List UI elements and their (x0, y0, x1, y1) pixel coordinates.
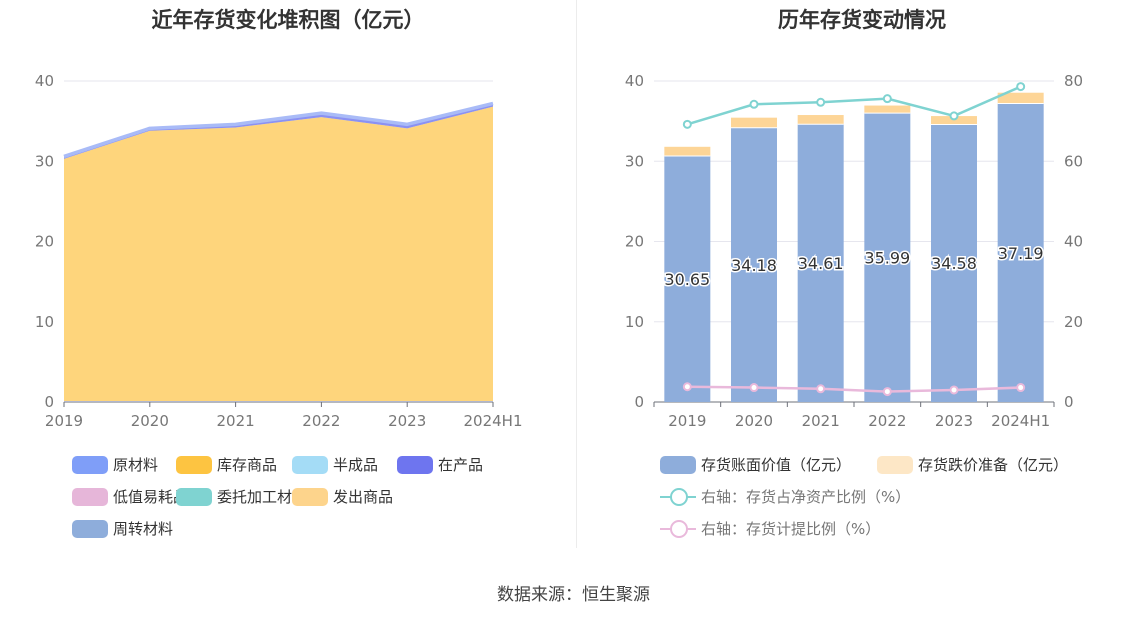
bar-book-value (664, 156, 711, 402)
x-tick-label: 2021 (217, 412, 255, 430)
line-series (686, 85, 1022, 126)
bar-value-label: 34.18 (731, 256, 777, 275)
y2-tick-label: 60 (1064, 152, 1083, 170)
x-tick-label: 2022 (868, 412, 906, 430)
legend-label: 右轴：存货占净资产比例（%） (701, 488, 911, 506)
bar-value-label-halo: 30.65 (664, 270, 710, 289)
panel-divider (576, 0, 577, 548)
line-point (682, 119, 692, 129)
legend-swatch (877, 456, 913, 474)
legend-label: 低值易耗品 (113, 488, 189, 506)
bar-value-label: 30.65 (664, 270, 710, 289)
legend-label: 半成品 (333, 456, 379, 474)
y-tick-label: 40 (625, 72, 644, 90)
legend-swatch (72, 488, 108, 506)
legend-label: 周转材料 (113, 520, 174, 538)
legend-marker (670, 488, 688, 506)
bar-value-label-halo: 34.58 (931, 254, 977, 273)
legend-label: 存货跌价准备（亿元） (918, 456, 1069, 474)
x-tick-label: 2021 (802, 412, 840, 430)
legend-label: 在产品 (438, 456, 484, 474)
bar-book-value (997, 103, 1044, 403)
line-point (816, 384, 826, 394)
bar-book-value (864, 113, 911, 403)
x-tick-label: 2024H1 (991, 412, 1050, 430)
y-tick-label: 0 (44, 393, 54, 411)
x-tick-label: 2020 (735, 412, 773, 430)
legend-swatch (176, 488, 212, 506)
legend-swatch (292, 456, 328, 474)
bar-impairment (997, 92, 1044, 104)
bar-book-value (931, 124, 977, 403)
x-tick-label: 2024H1 (464, 412, 523, 430)
right-chart-panel: 历年存货变动情况 0 10 20 30 40 0 20 40 60 80 2019 2020 2021 2… (577, 0, 1147, 548)
line-point (949, 385, 959, 395)
bar-value-label-halo: 37.19 (998, 244, 1044, 263)
legend-label: 委托加工材料 (217, 488, 308, 506)
y-tick-label: 20 (35, 233, 54, 251)
legend-swatch (176, 456, 212, 474)
bar-value-label: 37.19 (998, 244, 1044, 263)
line-point (1016, 82, 1026, 92)
bar-value-label-halo: 34.18 (731, 256, 777, 275)
legend-swatch (72, 520, 108, 538)
x-tick-label: 2019 (668, 412, 706, 430)
y2-tick-label: 20 (1064, 313, 1083, 331)
legend-swatch (660, 456, 696, 474)
y-tick-label: 30 (625, 152, 644, 170)
legend-label: 发出商品 (333, 488, 394, 506)
y-tick-label: 10 (35, 313, 54, 331)
line-point (882, 387, 892, 397)
left-chart-title: 近年存货变化堆积图（亿元） (151, 8, 425, 32)
line-point (682, 382, 692, 392)
left-chart-panel: 近年存货变化堆积图（亿元） 0 10 20 30 40 2019 2020 2021 2022 2… (0, 0, 576, 548)
legend-label: 右轴：存货计提比例（%） (701, 520, 881, 538)
stacked-area-chart: 0 10 20 30 40 2019 2020 2021 2022 2023 2024H1 (35, 72, 523, 430)
line-point (949, 111, 959, 121)
x-tick-label: 2023 (935, 412, 973, 430)
bar-impairment (864, 105, 911, 114)
y2-tick-label: 40 (1064, 233, 1083, 251)
bar-book-value (797, 124, 844, 402)
x-tick-label: 2019 (45, 412, 83, 430)
legend-swatch (292, 488, 328, 506)
line-point (749, 99, 759, 109)
bar-value-label: 35.99 (864, 249, 910, 268)
line-point (882, 94, 892, 104)
area-原材料 (64, 401, 493, 402)
bar-impairment (664, 146, 711, 157)
y-tick-label: 20 (625, 233, 644, 251)
line-series (687, 385, 1021, 393)
y-tick-label: 10 (625, 313, 644, 331)
stack-top-line (63, 101, 494, 159)
bar-book-value (731, 127, 777, 402)
bar-value-label-halo: 35.99 (864, 249, 910, 268)
legend-swatch (72, 456, 108, 474)
legend-label: 存货账面价值（亿元） (701, 456, 852, 474)
bar-impairment (731, 117, 777, 128)
right-chart-title: 历年存货变动情况 (778, 8, 946, 32)
y-tick-label: 30 (35, 152, 54, 170)
x-tick-label: 2022 (302, 412, 340, 430)
y2-tick-label: 80 (1064, 72, 1083, 90)
y2-tick-label: 0 (1064, 393, 1074, 411)
line-point (1016, 383, 1026, 393)
bar-value-label-halo: 34.61 (798, 254, 844, 273)
legend-label: 库存商品 (217, 456, 278, 474)
legend-marker (670, 520, 688, 538)
legend-label: 原材料 (113, 456, 159, 474)
area-库存商品 (64, 106, 493, 402)
line-point (749, 383, 759, 393)
bar-impairment (797, 115, 844, 125)
line-point (816, 97, 826, 107)
y-tick-label: 40 (35, 72, 54, 90)
y-tick-label: 0 (634, 393, 644, 411)
bar-value-label: 34.61 (798, 254, 844, 273)
x-tick-label: 2023 (388, 412, 426, 430)
legend-swatch (397, 456, 433, 474)
bar-value-label: 34.58 (931, 254, 977, 273)
x-tick-label: 2020 (131, 412, 169, 430)
data-source: 数据来源：恒生聚源 (497, 585, 650, 605)
stacked-bar-line-chart: 0 10 20 30 40 0 20 40 60 80 2019 2020 2021 2022 2023 20… (625, 72, 1083, 430)
